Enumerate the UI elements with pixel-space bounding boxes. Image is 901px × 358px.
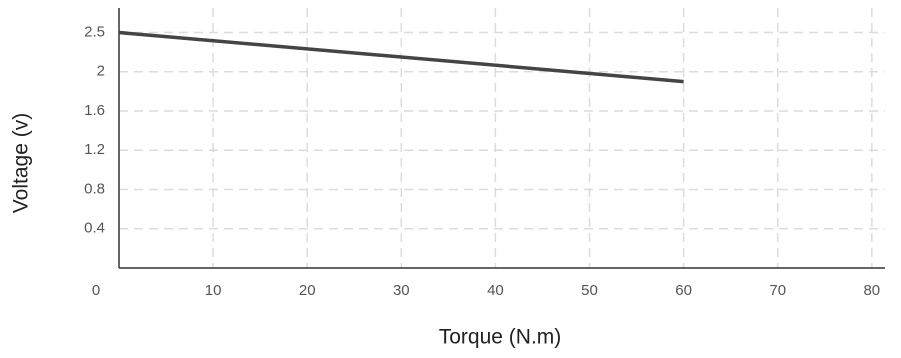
x-tick-label: 60 (675, 282, 692, 299)
y-tick-label: 0.8 (84, 180, 105, 197)
x-tick-label: 0 (92, 282, 100, 299)
x-tick-label: 70 (769, 282, 786, 299)
y-tick-label: 1.2 (84, 141, 105, 158)
line (118, 30, 684, 84)
x-tick-label: 80 (863, 282, 880, 299)
y-axis-label: Voltage (v) (10, 113, 33, 213)
y-tick-label: 0.4 (84, 220, 105, 237)
x-tick-label: 30 (393, 282, 410, 299)
y-tick-label: 2.5 (84, 23, 105, 40)
x-tick-label: 10 (205, 282, 222, 299)
x-axis-label: Torque (N.m) (439, 326, 562, 349)
x-tick-label: 50 (581, 282, 598, 299)
x-tick-label: 20 (299, 282, 316, 299)
x-tick-label: 40 (487, 282, 504, 299)
y-tick-label: 1.6 (84, 102, 105, 119)
y-tick-label: 2 (97, 63, 105, 80)
